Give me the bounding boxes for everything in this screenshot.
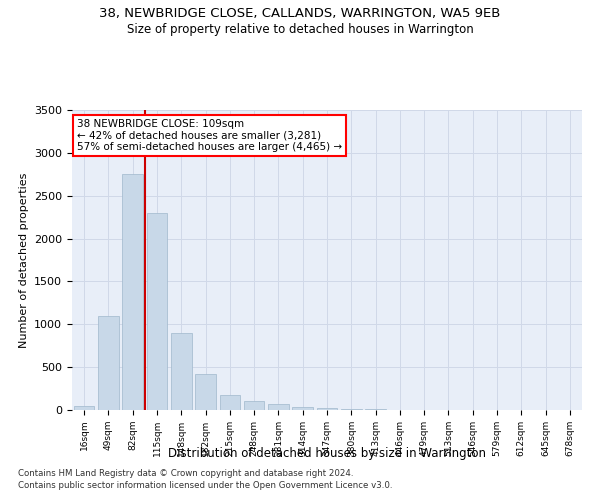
Bar xyxy=(292,406,313,410)
Bar xyxy=(171,333,191,410)
Text: Contains HM Land Registry data © Crown copyright and database right 2024.: Contains HM Land Registry data © Crown c… xyxy=(18,468,353,477)
Bar xyxy=(98,316,119,410)
Bar xyxy=(317,408,337,410)
Text: Distribution of detached houses by size in Warrington: Distribution of detached houses by size … xyxy=(168,448,486,460)
Text: Contains public sector information licensed under the Open Government Licence v3: Contains public sector information licen… xyxy=(18,481,392,490)
Bar xyxy=(244,402,265,410)
Bar xyxy=(341,409,362,410)
Bar xyxy=(74,406,94,410)
Bar xyxy=(220,395,240,410)
Bar xyxy=(146,213,167,410)
Bar xyxy=(122,174,143,410)
Bar xyxy=(268,404,289,410)
Y-axis label: Number of detached properties: Number of detached properties xyxy=(19,172,29,348)
Bar xyxy=(195,374,216,410)
Text: 38, NEWBRIDGE CLOSE, CALLANDS, WARRINGTON, WA5 9EB: 38, NEWBRIDGE CLOSE, CALLANDS, WARRINGTO… xyxy=(100,8,500,20)
Text: 38 NEWBRIDGE CLOSE: 109sqm
← 42% of detached houses are smaller (3,281)
57% of s: 38 NEWBRIDGE CLOSE: 109sqm ← 42% of deta… xyxy=(77,119,342,152)
Text: Size of property relative to detached houses in Warrington: Size of property relative to detached ho… xyxy=(127,22,473,36)
